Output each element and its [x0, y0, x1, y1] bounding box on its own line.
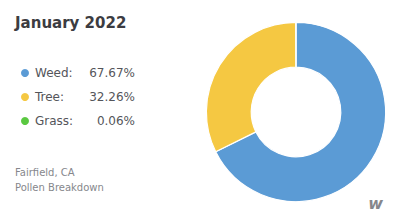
svg-text:Grass:: Grass: — [35, 114, 73, 128]
svg-text:Tree:: Tree: — [34, 90, 64, 104]
svg-text:32.26%: 32.26% — [89, 90, 135, 104]
svg-text:0.06%: 0.06% — [97, 114, 135, 128]
svg-text:January 2022: January 2022 — [14, 14, 126, 32]
svg-text:Fairfield, CA: Fairfield, CA — [15, 167, 75, 178]
svg-text:w: w — [368, 194, 383, 213]
svg-text:Weed:: Weed: — [35, 66, 73, 80]
svg-text:Pollen Breakdown: Pollen Breakdown — [15, 182, 104, 193]
svg-text:67.67%: 67.67% — [89, 66, 135, 80]
